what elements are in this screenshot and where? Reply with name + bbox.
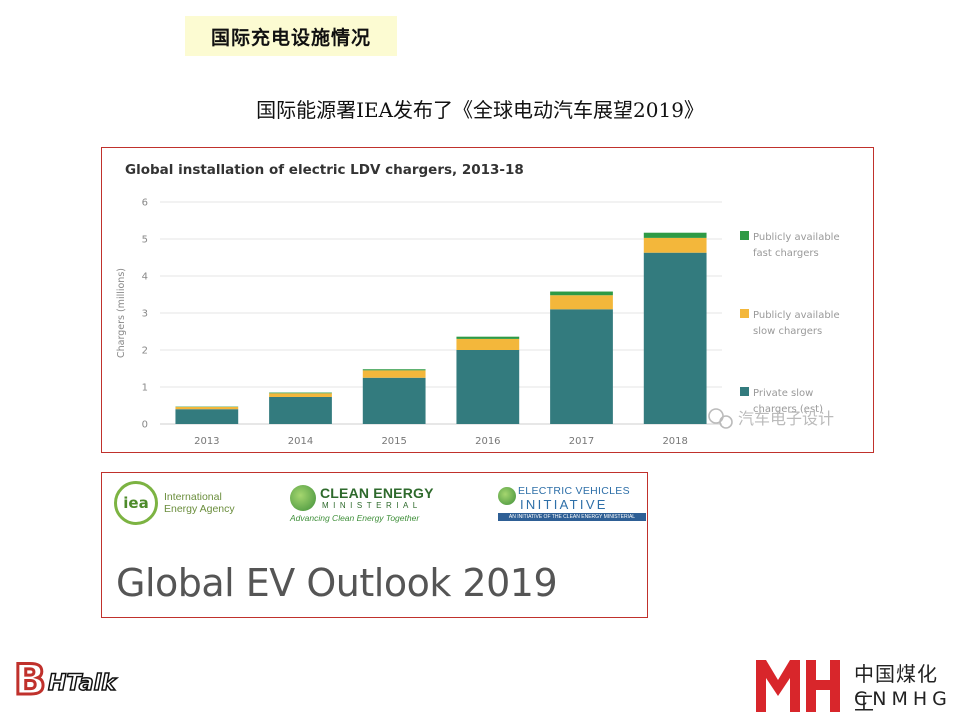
chart-title: Global installation of electric LDV char… [125,162,524,178]
y-tick-label: 4 [142,272,148,283]
bar-segment-2018-s1 [643,237,707,253]
legend-swatch [740,309,749,318]
legend-label: Publicly available [753,310,840,321]
bar-segment-2016-s1 [456,338,520,350]
bar-segment-2013-s1 [175,406,239,410]
bars [175,232,707,424]
chart-svg: Global installation of electric LDV char… [116,162,840,447]
legend-label: slow chargers [753,326,822,337]
x-tick-label: 2017 [569,436,594,447]
y-tick-label: 1 [142,383,148,394]
legend-swatch [740,231,749,240]
y-tick-label: 5 [142,235,148,246]
cnmhg-logo: 中国煤化工 CNMHG [754,656,954,716]
report-title: Global EV Outlook 2019 [116,561,558,605]
wechat-icon [708,408,733,429]
iea-logo: iea International Energy Agency [114,481,264,525]
slide-title: 国际充电设施情况 [185,16,397,56]
bar-segment-2016-s2 [456,336,520,339]
y-tick-label: 6 [142,198,148,209]
legend-label: chargers (est) [753,404,823,415]
bar-segment-2018-s0 [643,252,707,424]
bar-segment-2014-s2 [269,392,332,394]
iea-logo-text: International Energy Agency [164,491,235,515]
legend: Publicly available fast chargers Publicly … [740,231,840,415]
x-tick-label: 2016 [475,436,500,447]
legend-label: Private slow [753,388,813,399]
x-tick-label: 2015 [381,436,406,447]
report-cover: iea International Energy Agency CLEAN EN… [101,472,648,618]
charger-chart: Global installation of electric LDV char… [101,147,874,453]
bar-segment-2014-s1 [269,393,332,397]
evi-logo: ELECTRIC VEHICLES INITIATIVE AN INITIATI… [498,485,646,525]
x-tick-label: 2018 [662,436,687,447]
globe-icon [290,485,316,511]
iea-logo-icon: iea [114,481,158,525]
bar-segment-2018-s2 [643,232,707,238]
y-axis-label: Chargers (millions) [116,268,127,358]
x-tick-label: 2013 [194,436,219,447]
y-tick-label: 0 [142,420,148,431]
legend-label: Publicly available [753,232,840,243]
bhtalk-logo: B HTalk [12,655,116,704]
bar-segment-2016-s0 [456,350,520,424]
globe-icon [498,487,516,505]
bar-segment-2013-s0 [175,409,239,424]
cem-logo: CLEAN ENERGY MINISTERIAL Advancing Clean… [290,485,434,523]
bar-segment-2014-s0 [269,396,332,424]
bar-segment-2017-s1 [550,295,613,310]
legend-swatch [740,387,749,396]
x-tick-label: 2014 [288,436,313,447]
y-tick-labels: 0 1 2 3 4 5 6 [142,198,148,431]
bar-segment-2015-s2 [362,369,426,371]
legend-label: fast chargers [753,248,819,259]
x-tick-labels: 2013 2014 2015 2016 2017 2018 [194,436,688,447]
watermark-text: 汽车电子设计 [738,409,834,428]
bar-segment-2017-s0 [550,309,613,424]
cnmhg-logo-icon [756,660,840,712]
y-tick-label: 3 [142,309,148,320]
slide-subtitle: 国际能源署IEA发布了《全球电动汽车展望2019》 [256,98,704,122]
bar-segment-2015-s0 [362,377,426,424]
grid-lines [160,201,722,425]
y-tick-label: 2 [142,346,148,357]
bar-segment-2017-s2 [550,291,613,296]
bar-segment-2015-s1 [362,370,426,378]
